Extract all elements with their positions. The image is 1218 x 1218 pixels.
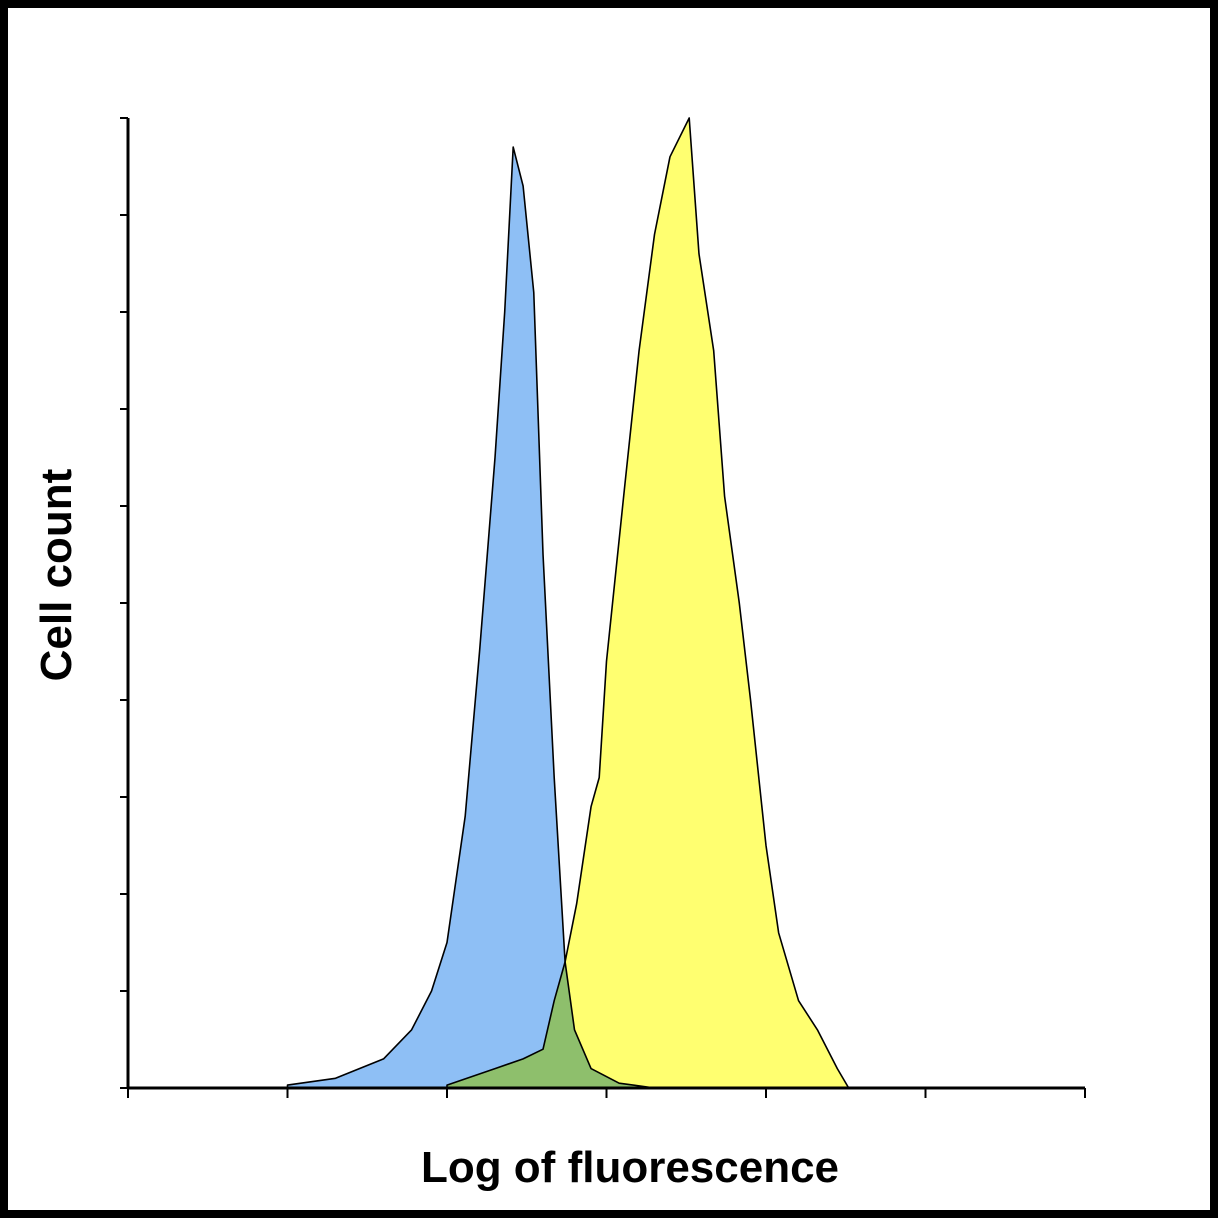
plot-area [120,117,1086,1098]
x-axis-label: Log of fluorescence [421,1143,839,1192]
histogram-area [446,117,850,1089]
y-axis-label: Cell count [32,468,81,681]
